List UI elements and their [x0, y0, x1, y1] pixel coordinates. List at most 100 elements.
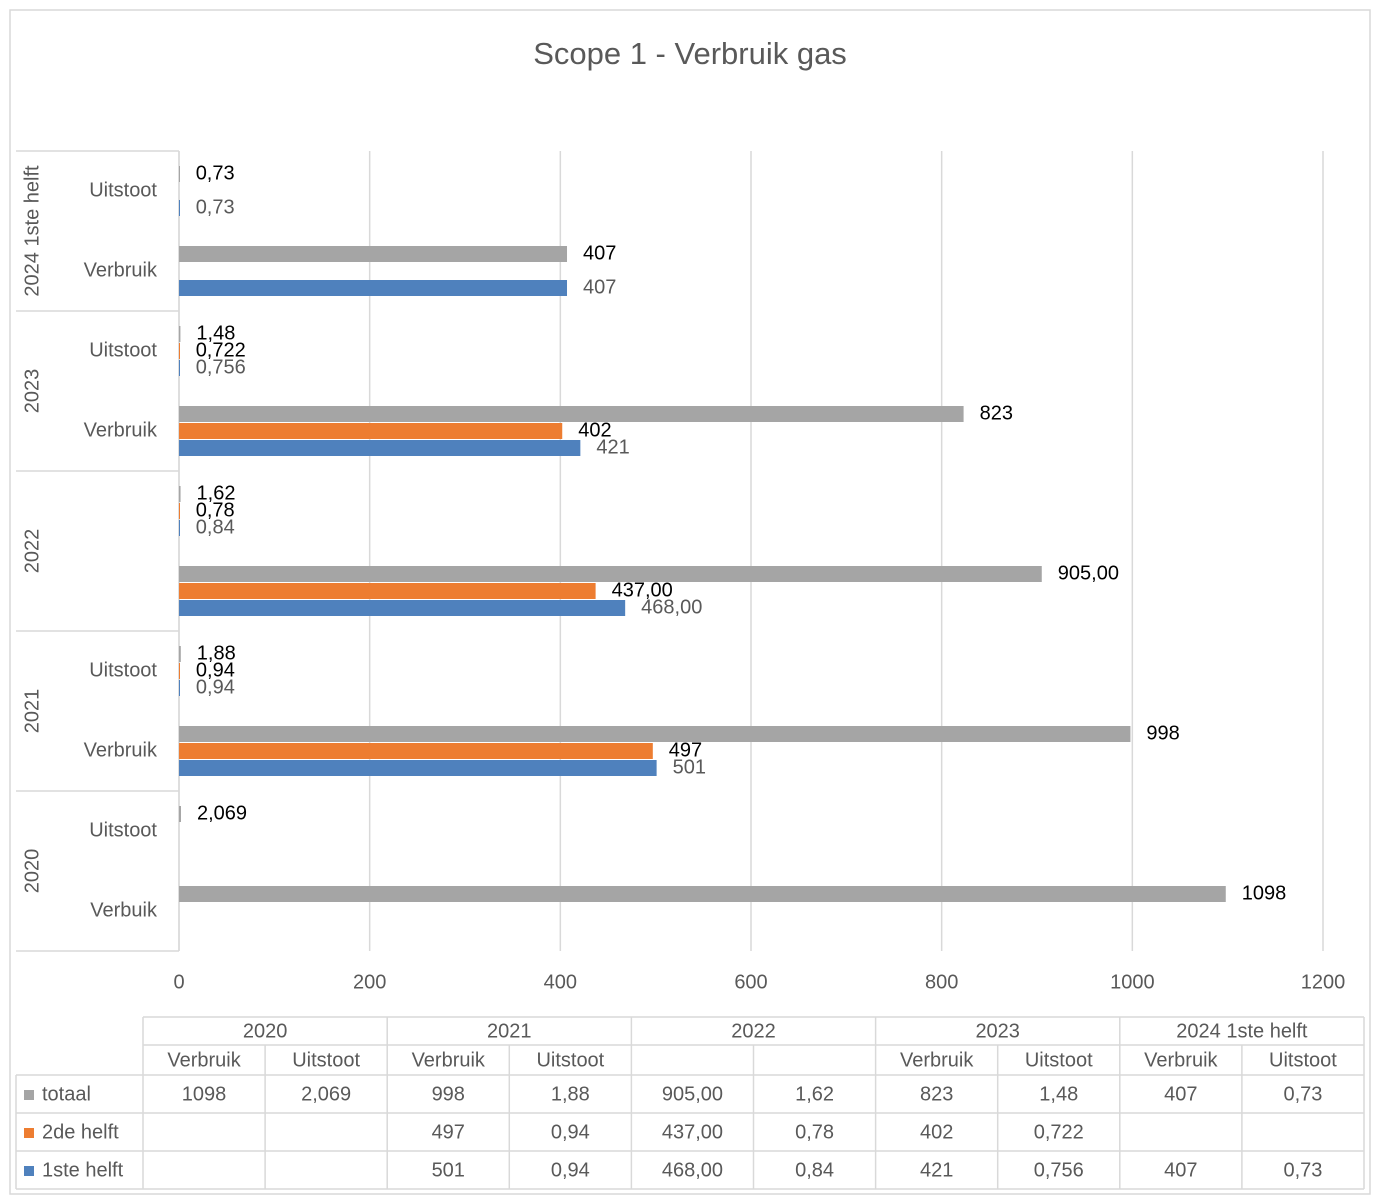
bar [179, 583, 596, 599]
table-cell: 998 [432, 1083, 465, 1105]
bar [179, 200, 180, 216]
table-cell: 437,00 [662, 1121, 723, 1143]
table-group-header: 2023 [975, 1020, 1020, 1042]
data-label: 2,069 [197, 802, 247, 824]
bar [179, 246, 568, 262]
group-label: 2023 [21, 369, 43, 414]
table-cell: 0,722 [1034, 1121, 1084, 1143]
table-cell: 0,84 [795, 1159, 834, 1181]
data-label: 0,722 [196, 339, 246, 361]
bar [179, 343, 180, 359]
bar [179, 600, 626, 616]
bar [179, 406, 964, 422]
table-cell: 501 [432, 1159, 465, 1181]
table-sub-header: Uitstoot [292, 1049, 360, 1071]
table-cell: 497 [432, 1121, 465, 1143]
x-tick-label: 600 [734, 971, 767, 993]
table-cell: 823 [920, 1083, 953, 1105]
bar [179, 326, 181, 342]
data-label: 437,00 [612, 579, 673, 601]
data-label: 998 [1146, 722, 1179, 744]
group-label: 2021 [21, 689, 43, 734]
table-group-header: 2022 [731, 1020, 776, 1042]
data-label: 1,88 [197, 642, 236, 664]
y-tick-label: Uitstoot [89, 819, 157, 841]
table-cell: 0,73 [1283, 1159, 1322, 1181]
table-cell: 407 [1164, 1159, 1197, 1181]
y-tick-label: Verbuik [90, 899, 158, 921]
bar [179, 440, 581, 456]
table-cell: 1,88 [551, 1083, 590, 1105]
data-label: 0,78 [196, 499, 235, 521]
table-cell: 1,62 [795, 1083, 834, 1105]
data-label: 1098 [1242, 882, 1287, 904]
table-cell: 1098 [182, 1083, 227, 1105]
bar [179, 360, 180, 376]
chart-title: Scope 1 - Verbruik gas [533, 36, 847, 71]
bar [179, 646, 181, 662]
bar [179, 486, 181, 502]
data-label: 402 [578, 419, 611, 441]
data-label: 0,73 [196, 162, 235, 184]
table-cell: 468,00 [662, 1159, 723, 1181]
bar [179, 680, 180, 696]
table-cell: 421 [920, 1159, 953, 1181]
bar [179, 520, 180, 536]
table-group-header: 2024 1ste helft [1176, 1020, 1308, 1042]
table-sub-header: Uitstoot [536, 1049, 604, 1071]
table-cell: 0,94 [551, 1159, 590, 1181]
table-sub-header: Verbruik [167, 1049, 241, 1071]
table-sub-header: Uitstoot [1025, 1049, 1093, 1071]
table-cell: 0,78 [795, 1121, 834, 1143]
x-tick-label: 1000 [1110, 971, 1155, 993]
table-sub-header: Verbruik [1144, 1049, 1218, 1071]
table-sub-header: Uitstoot [1269, 1049, 1337, 1071]
legend-key [24, 1128, 34, 1138]
table-group-header: 2020 [243, 1020, 288, 1042]
legend-label: 1ste helft [42, 1159, 124, 1181]
table-group-header: 2021 [487, 1020, 532, 1042]
y-tick-label: Uitstoot [89, 179, 157, 201]
bar [179, 423, 563, 439]
table-cell: 905,00 [662, 1083, 723, 1105]
data-label: 407 [583, 242, 616, 264]
bar [179, 566, 1042, 582]
data-label: 497 [669, 739, 702, 761]
data-label: 468,00 [641, 596, 702, 618]
data-label: 0,73 [196, 196, 235, 218]
data-label: 1,62 [197, 482, 236, 504]
data-label: 905,00 [1058, 562, 1119, 584]
bar [179, 886, 1226, 902]
data-label: 0,94 [196, 676, 235, 698]
y-tick-label: Verbruik [84, 259, 158, 281]
bar [179, 663, 180, 679]
table-cell: 2,069 [301, 1083, 351, 1105]
table-cell: 0,756 [1034, 1159, 1084, 1181]
bar [179, 806, 181, 822]
legend-label: 2de helft [42, 1121, 119, 1143]
x-tick-label: 800 [925, 971, 958, 993]
table-cell: 407 [1164, 1083, 1197, 1105]
x-tick-label: 0 [173, 971, 184, 993]
table-cell: 0,73 [1283, 1083, 1322, 1105]
data-label: 0,94 [196, 659, 235, 681]
bar [179, 280, 568, 296]
data-label: 407 [583, 276, 616, 298]
data-label: 501 [673, 756, 706, 778]
table-cell: 0,94 [551, 1121, 590, 1143]
table-sub-header: Verbruik [900, 1049, 974, 1071]
data-label: 421 [596, 436, 629, 458]
x-tick-label: 200 [353, 971, 386, 993]
data-label: 0,756 [196, 356, 246, 378]
legend-key [24, 1166, 34, 1176]
group-label: 2022 [21, 529, 43, 574]
bar [179, 743, 653, 759]
data-label: 1,48 [196, 322, 235, 344]
bar [179, 760, 657, 776]
group-label: 2020 [21, 849, 43, 894]
legend-label: totaal [42, 1083, 91, 1105]
bar [179, 503, 180, 519]
group-label: 2024 1ste helft [21, 165, 43, 297]
legend-key [24, 1090, 34, 1100]
